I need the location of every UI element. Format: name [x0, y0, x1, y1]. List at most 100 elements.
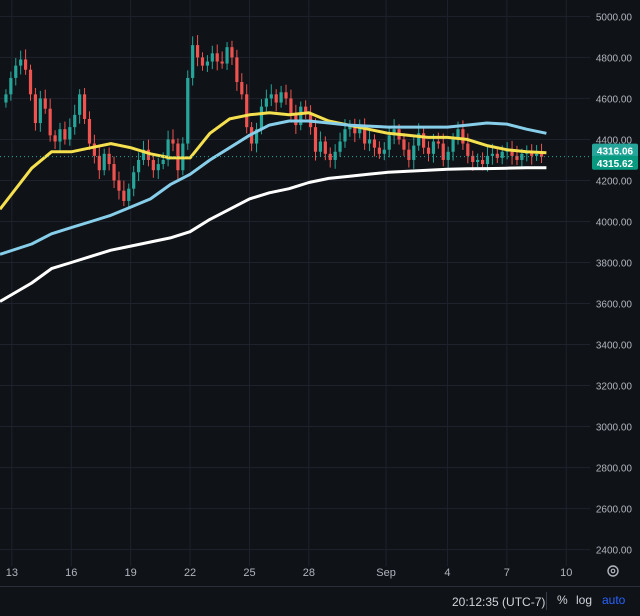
candle-body: [215, 53, 219, 62]
price-tag-background: [592, 143, 638, 158]
candle-body: [451, 139, 455, 152]
candle-body: [205, 61, 209, 66]
candle-body: [122, 190, 126, 201]
y-tick-label: 4800.00: [596, 53, 633, 64]
x-tick-label: 19: [125, 567, 137, 579]
x-tick-label: 13: [6, 567, 18, 579]
x-tick-label: Sep: [376, 567, 396, 579]
moving-average-line-3: [0, 166, 547, 303]
candle-body: [33, 94, 38, 124]
candle-body: [166, 139, 170, 160]
candle-body: [456, 129, 460, 140]
candle-body: [382, 149, 386, 154]
candle-body: [19, 59, 23, 66]
candle-body: [102, 153, 106, 171]
y-tick-label: 4200.00: [596, 176, 633, 187]
toolbar-divider: [546, 592, 547, 610]
candle-body: [417, 133, 421, 146]
y-tick-label: 2800.00: [596, 464, 633, 475]
candle-body: [363, 127, 367, 144]
candle-body: [137, 159, 141, 173]
percent-scale-button[interactable]: %: [557, 593, 568, 607]
y-tick-label: 2600.00: [596, 505, 633, 516]
candle-body: [510, 149, 514, 156]
y-tick-label: 4000.00: [596, 217, 633, 228]
candle-body: [318, 141, 323, 152]
candle-body: [490, 153, 494, 156]
candle-body: [48, 108, 52, 136]
y-tick-label: 3800.00: [596, 258, 633, 269]
candle-body: [274, 94, 278, 103]
candle-body: [4, 94, 8, 103]
candle-body: [353, 125, 357, 134]
candle-body: [348, 125, 352, 130]
settings-gear-icon[interactable]: [606, 564, 620, 578]
candle-body: [476, 159, 480, 163]
y-tick-label: 3200.00: [596, 382, 633, 393]
candle-body: [127, 188, 131, 201]
candle-body: [402, 139, 406, 150]
candle-body: [259, 106, 264, 130]
x-tick-label: 25: [243, 567, 255, 579]
candle-body: [289, 98, 293, 115]
x-tick-label: 4: [444, 567, 450, 579]
candle-body: [466, 143, 470, 156]
candle-body: [225, 47, 229, 64]
candle-body: [520, 153, 524, 160]
moving-average-line-2: [0, 119, 547, 256]
candle-body: [97, 155, 101, 171]
log-scale-button[interactable]: log: [576, 593, 593, 607]
price-chart[interactable]: 13 16 19 22 25 28 Sep 4 7 10 5000.00 4800.00 4600.0…: [0, 0, 640, 586]
candle-body: [82, 94, 87, 119]
candle-body: [535, 153, 539, 156]
candle-body: [422, 133, 426, 148]
candle-body: [245, 94, 249, 128]
candle-body: [377, 147, 381, 154]
candle-body: [240, 82, 244, 95]
candle-body: [304, 106, 308, 113]
candle-body: [58, 129, 62, 142]
price-axis[interactable]: [590, 0, 640, 586]
candle-body: [195, 45, 200, 58]
moving-average-line-1: [0, 111, 547, 211]
x-tick-label: 7: [504, 567, 510, 579]
candle-body: [112, 164, 116, 181]
candle-body: [28, 69, 33, 95]
candle-body: [43, 98, 47, 109]
y-tick-label: 3400.00: [596, 341, 633, 352]
candle-body: [358, 127, 362, 134]
candle-body: [387, 135, 391, 150]
candle-body: [436, 141, 440, 144]
price-tag-background: [592, 155, 638, 170]
price-tag-label: 4315.62: [597, 159, 634, 170]
candle-body: [343, 129, 347, 142]
candle-body: [63, 129, 67, 140]
candle-body: [220, 61, 224, 64]
candle-body: [495, 153, 499, 158]
candle-body: [392, 129, 396, 136]
bottom-toolbar: 20:12:35 (UTC-7) % log auto: [0, 586, 640, 616]
candle-body: [328, 153, 332, 160]
chart-background: [0, 0, 640, 586]
candle-body: [171, 139, 175, 144]
candle-body: [471, 155, 475, 163]
candle-body: [426, 147, 431, 154]
price-tag-label: 4316.06: [597, 147, 634, 158]
candle-body: [156, 164, 160, 171]
y-tick-label: 4600.00: [596, 94, 633, 105]
candle-body: [446, 151, 450, 160]
candle-body: [161, 159, 165, 165]
candle-body: [441, 143, 445, 160]
candle-body: [372, 139, 377, 148]
x-tick-label: 22: [184, 567, 196, 579]
candle-body: [14, 65, 18, 78]
clock-time[interactable]: 20:12:35 (UTC-7): [452, 595, 546, 609]
x-tick-label: 16: [65, 567, 77, 579]
candle-body: [269, 94, 273, 99]
y-tick-label: 2400.00: [596, 546, 633, 557]
candle-body: [485, 155, 490, 165]
candle-body: [323, 141, 327, 154]
auto-scale-button[interactable]: auto: [602, 593, 626, 607]
candle-body: [23, 59, 28, 70]
